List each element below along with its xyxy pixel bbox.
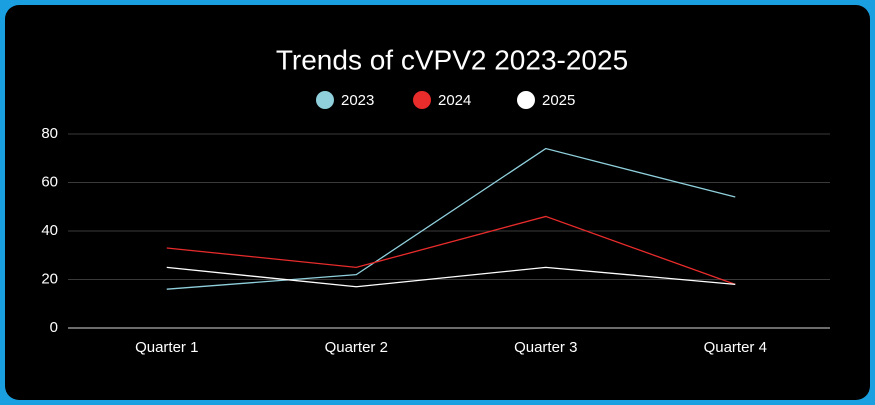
x-tick-label: Quarter 1 bbox=[135, 339, 198, 356]
y-tick-label: 0 bbox=[50, 319, 58, 336]
legend-swatch bbox=[316, 91, 334, 109]
y-tick-label: 40 bbox=[41, 222, 58, 239]
legend-label: 2023 bbox=[341, 92, 374, 109]
series-line bbox=[166, 147, 736, 290]
y-tick-label: 20 bbox=[41, 270, 58, 287]
legend-swatch bbox=[517, 91, 535, 109]
x-tick-label: Quarter 2 bbox=[325, 339, 388, 356]
legend-label: 2024 bbox=[438, 92, 471, 109]
chart-background bbox=[5, 5, 870, 400]
x-tick-label: Quarter 3 bbox=[514, 339, 577, 356]
y-tick-label: 60 bbox=[41, 173, 58, 190]
y-tick-label: 80 bbox=[41, 125, 58, 142]
series-line bbox=[166, 266, 736, 288]
legend-label: 2025 bbox=[542, 92, 575, 109]
legend-swatch bbox=[413, 91, 431, 109]
chart-title: Trends of cVPV2 2023-2025 bbox=[276, 44, 628, 75]
series-line bbox=[166, 215, 736, 285]
x-tick-label: Quarter 4 bbox=[704, 339, 767, 356]
